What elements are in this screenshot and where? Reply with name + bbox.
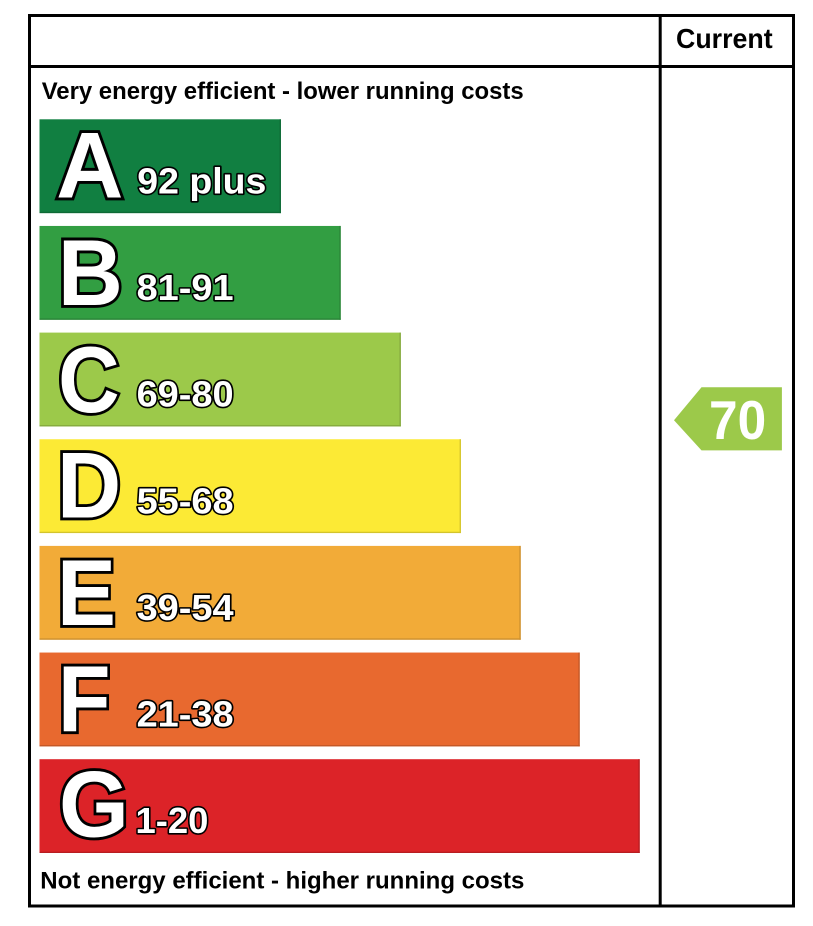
svg-text:F: F	[58, 646, 110, 751]
svg-text:Not energy efficient - higher: Not energy efficient - higher running co…	[40, 868, 524, 895]
svg-text:Very energy efficient - lower: Very energy efficient - lower running co…	[42, 78, 524, 105]
svg-text:69-80: 69-80	[137, 374, 234, 415]
svg-text:21-38: 21-38	[137, 694, 234, 735]
svg-text:B: B	[58, 220, 123, 325]
svg-text:Current: Current	[676, 23, 773, 54]
svg-text:E: E	[57, 540, 116, 645]
svg-text:55-68: 55-68	[137, 480, 234, 521]
svg-text:70: 70	[709, 389, 766, 451]
svg-text:1-20: 1-20	[136, 800, 209, 841]
svg-text:G: G	[59, 752, 129, 857]
svg-text:C: C	[58, 327, 120, 432]
svg-text:D: D	[57, 433, 121, 538]
svg-text:A: A	[56, 112, 123, 217]
svg-text:39-54: 39-54	[137, 587, 235, 628]
svg-text:92 plus: 92 plus	[137, 160, 266, 201]
svg-text:81-91: 81-91	[137, 267, 234, 308]
